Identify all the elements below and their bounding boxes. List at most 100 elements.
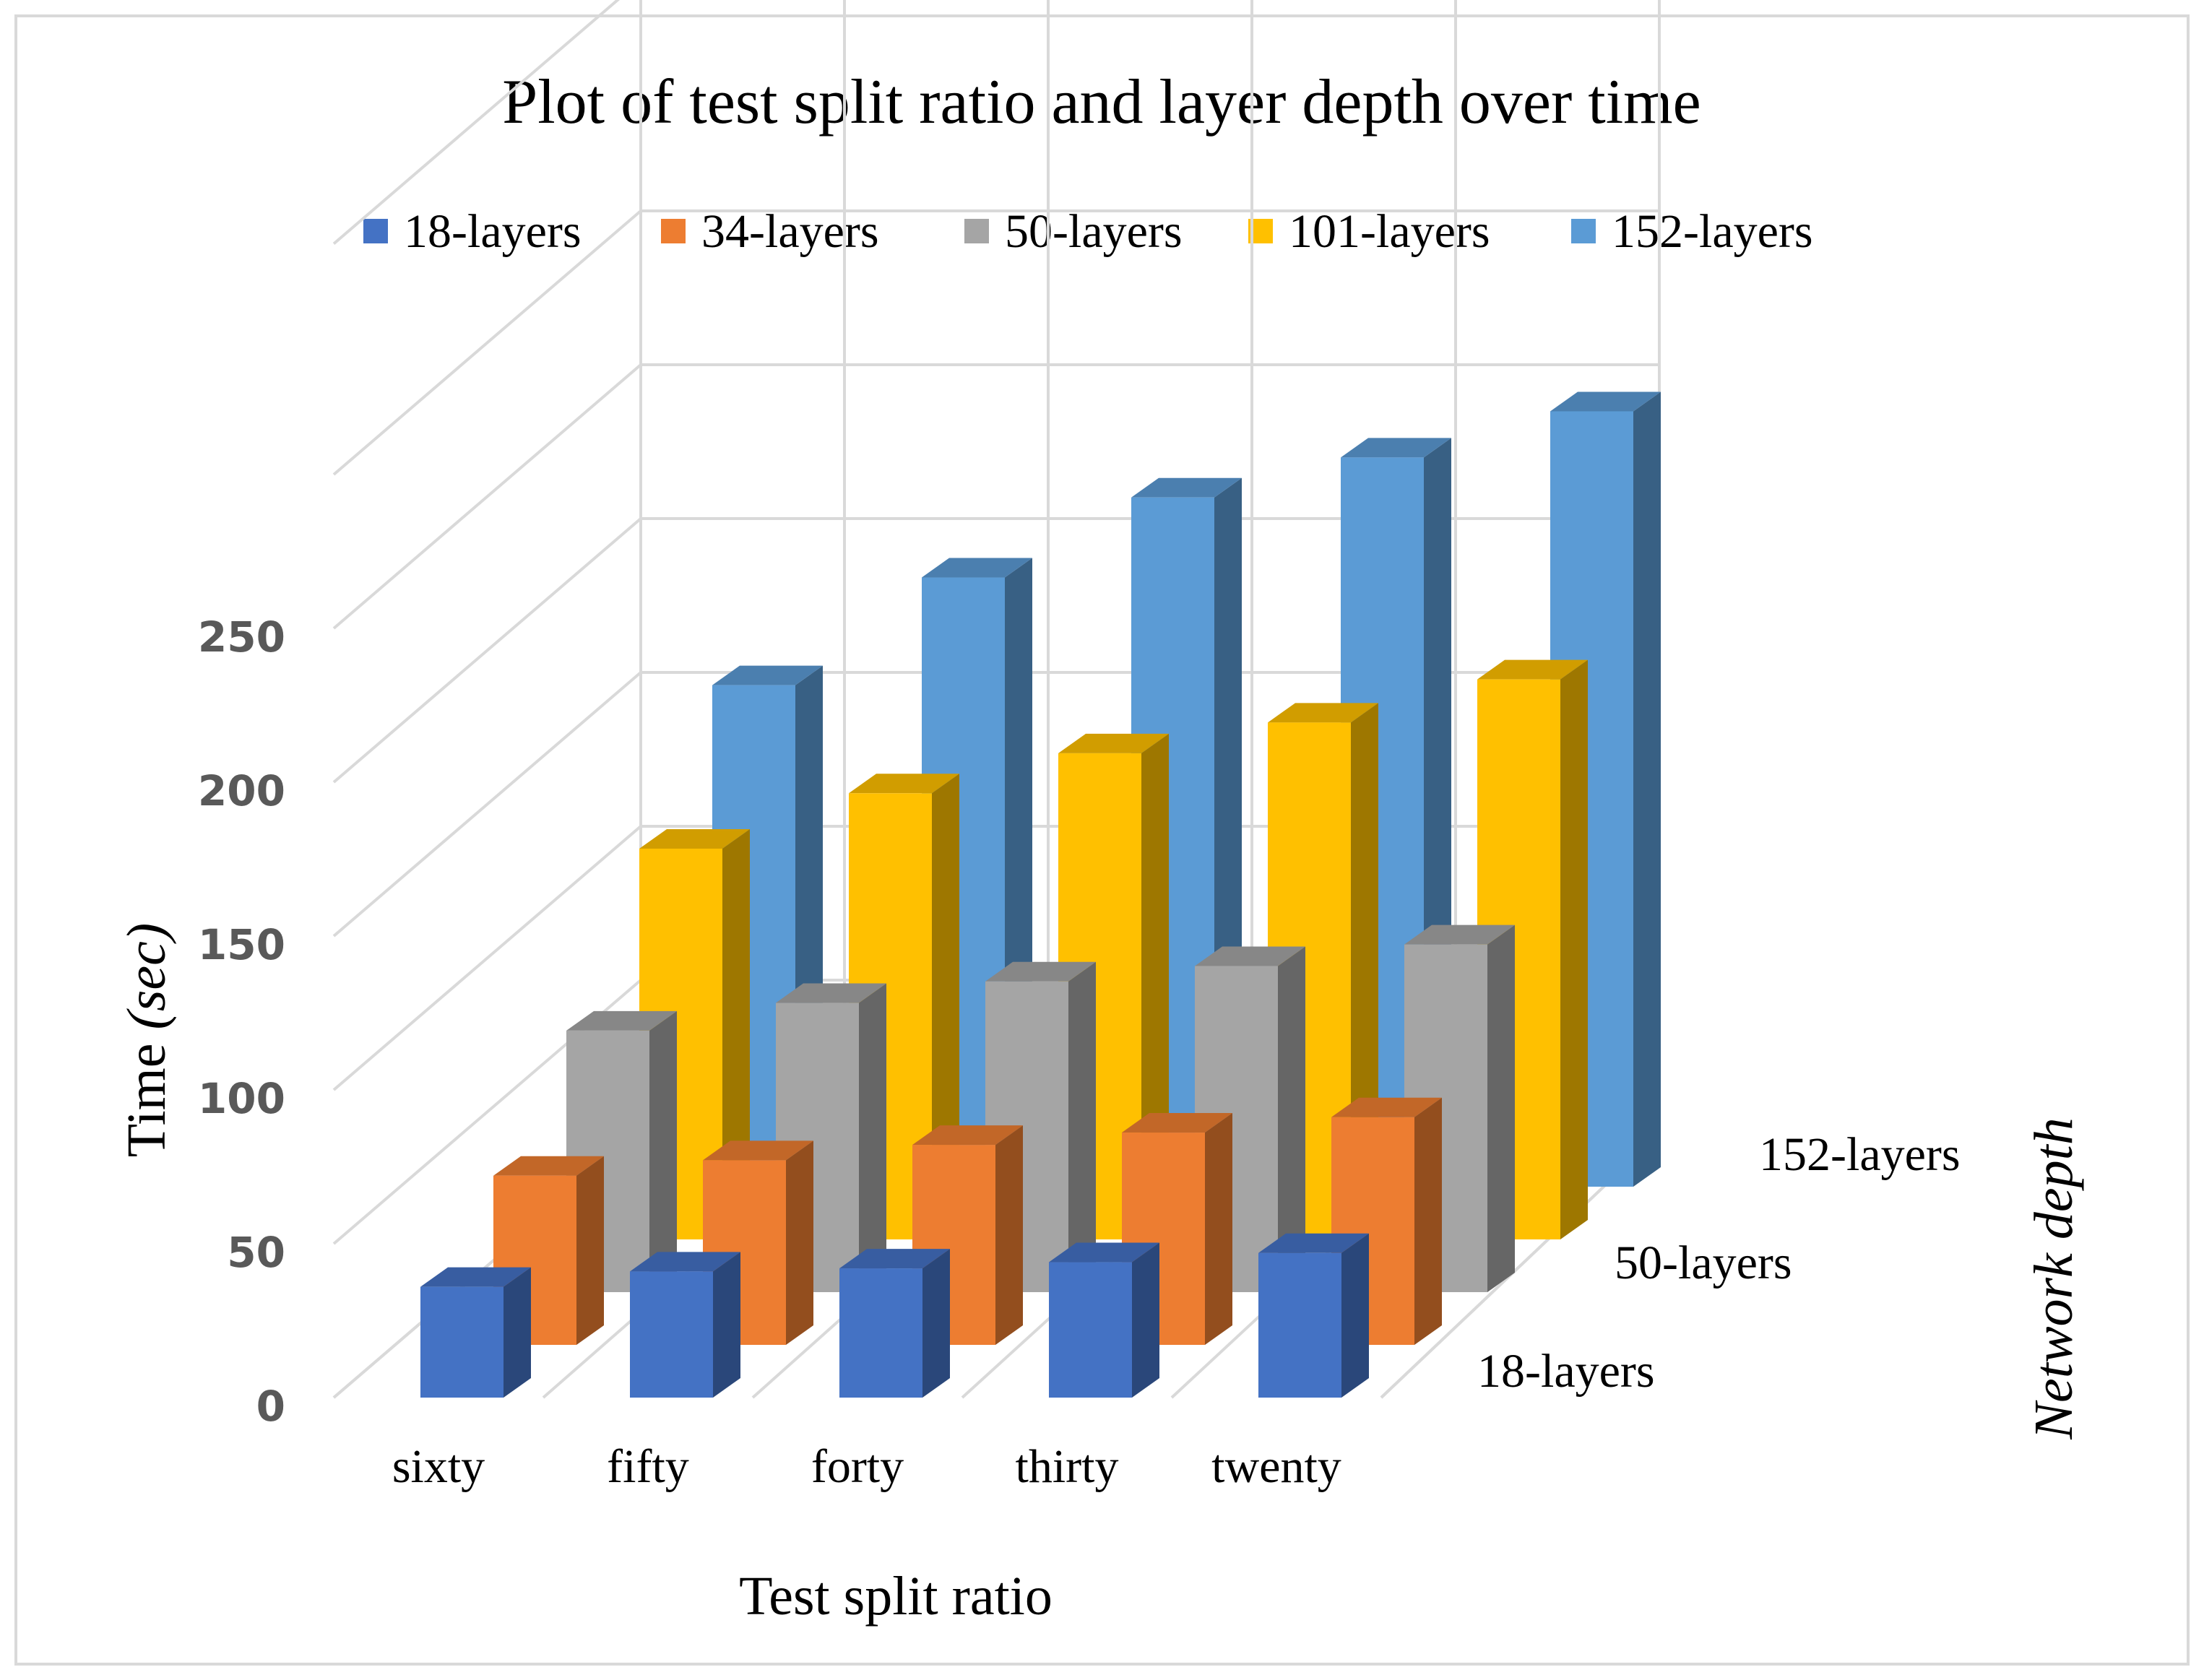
- y-axis-ticks: 0 50 100 150 200 250: [198, 612, 285, 1431]
- legend-item-50-layers: 50-layers: [964, 205, 1183, 258]
- bar-50-layers-twenty: [1404, 925, 1515, 1292]
- bar-top-face: [420, 1267, 531, 1287]
- bar-side-face: [1205, 1113, 1232, 1345]
- bar-side-face: [1132, 1242, 1159, 1398]
- bar-top-face: [703, 1140, 813, 1161]
- gridline-side: [332, 363, 642, 630]
- bar-top-face: [849, 774, 959, 794]
- y-tick-label: 0: [256, 1382, 285, 1431]
- y-axis-title: Time (sec): [116, 923, 177, 1157]
- bar-18-layers-twenty: [1258, 1233, 1369, 1398]
- bar-side-face: [1487, 925, 1515, 1292]
- y-tick-label: 200: [198, 766, 285, 815]
- legend-item-34-layers: 34-layers: [661, 205, 879, 258]
- bar-top-face: [712, 665, 823, 685]
- bar-top-face: [1058, 733, 1169, 753]
- y-axis-title-text: Time: [116, 1029, 177, 1157]
- bar-top-face: [630, 1252, 740, 1272]
- legend-swatch: [1571, 219, 1596, 243]
- legend-swatch: [964, 219, 989, 243]
- bar-side-face: [859, 983, 886, 1292]
- bar-side-face: [786, 1140, 813, 1345]
- bar-front-face: [839, 1268, 922, 1398]
- bar-side-face: [504, 1267, 531, 1398]
- x-axis-title: Test split ratio: [739, 1566, 1053, 1627]
- bar-top-face: [1049, 1242, 1159, 1263]
- bar-top-face: [839, 1249, 950, 1269]
- depth-axis-title: Network depth: [2023, 1117, 2084, 1439]
- bar-side-face: [1560, 659, 1588, 1239]
- bar-top-face: [922, 558, 1032, 578]
- gridline-side: [332, 671, 642, 938]
- bar-top-face: [493, 1156, 604, 1176]
- bar-side-face: [1341, 1233, 1369, 1398]
- series-18-layers: [420, 1233, 1369, 1398]
- bar-top-face: [776, 983, 886, 1003]
- bar-top-face: [1195, 946, 1305, 966]
- legend-label: 101-layers: [1289, 205, 1490, 258]
- legend-label: 152-layers: [1612, 205, 1813, 258]
- bar-front-face: [420, 1286, 504, 1398]
- bar-side-face: [576, 1156, 604, 1345]
- bar-side-face: [722, 828, 750, 1239]
- bar-side-face: [932, 774, 959, 1239]
- y-tick-label: 250: [198, 612, 285, 662]
- bar-top-face: [1122, 1113, 1232, 1133]
- legend-item-152-layers: 152-layers: [1571, 205, 1813, 258]
- bar-top-face: [1258, 1233, 1369, 1253]
- bar-side-face: [1278, 946, 1305, 1292]
- bar-front-face: [630, 1271, 713, 1398]
- bar-34-layers-twenty: [1331, 1097, 1442, 1345]
- legend-swatch: [363, 219, 388, 243]
- bar-top-face: [985, 961, 1096, 982]
- gridline-side: [332, 0, 621, 246]
- x-axis-category-labels: sixty fifty forty thirty twenty: [392, 1440, 1341, 1493]
- bar-top-face: [1341, 438, 1451, 458]
- gridline-side: [332, 209, 642, 476]
- bar-side-face: [1414, 1097, 1442, 1345]
- bar-top-face: [912, 1125, 1023, 1146]
- x-tick-label: fifty: [607, 1440, 689, 1493]
- chart-title: Plot of test split ratio and layer depth…: [502, 67, 1700, 137]
- bar-front-face: [1049, 1262, 1132, 1398]
- gridline-side: [332, 517, 642, 784]
- bar-side-face: [995, 1125, 1023, 1345]
- bar-18-layers-fifty: [630, 1252, 740, 1398]
- legend-item-18-layers: 18-layers: [363, 205, 582, 258]
- bar-18-layers-forty: [839, 1249, 950, 1398]
- depth-axis-labels: 18-layers 50-layers 152-layers: [1477, 1128, 1961, 1398]
- bar-top-face: [1477, 659, 1588, 680]
- bar-top-face: [1550, 391, 1661, 412]
- depth-tick-label: 18-layers: [1477, 1345, 1655, 1398]
- depth-tick-label: 50-layers: [1615, 1237, 1792, 1289]
- legend-label: 18-layers: [404, 205, 582, 258]
- legend-label: 50-layers: [1005, 205, 1183, 258]
- bar-side-face: [1633, 391, 1661, 1187]
- y-axis-title-unit: (sec): [116, 923, 177, 1030]
- x-tick-label: thirty: [1016, 1440, 1119, 1493]
- y-tick-label: 150: [198, 920, 285, 969]
- y-tick-label: 50: [227, 1228, 285, 1277]
- bar-side-face: [713, 1252, 740, 1398]
- bar-side-face: [1141, 733, 1169, 1239]
- bar-top-face: [566, 1010, 677, 1031]
- bar-50-layers-fifty: [776, 983, 886, 1292]
- legend-swatch: [661, 219, 686, 243]
- legend-label: 34-layers: [701, 205, 879, 258]
- bar-top-face: [1268, 703, 1378, 723]
- bars-layer: [420, 391, 1661, 1398]
- y-tick-label: 100: [198, 1074, 285, 1123]
- x-tick-label: sixty: [392, 1440, 485, 1493]
- bar-top-face: [1131, 477, 1242, 498]
- bar-top-face: [1404, 925, 1515, 945]
- x-tick-label: twenty: [1211, 1440, 1341, 1493]
- x-tick-label: forty: [811, 1440, 904, 1493]
- bar-18-layers-sixty: [420, 1267, 531, 1398]
- bar-front-face: [1258, 1252, 1341, 1398]
- depth-tick-label: 152-layers: [1759, 1128, 1961, 1181]
- bar-side-face: [1068, 961, 1096, 1292]
- bar-18-layers-thirty: [1049, 1242, 1159, 1398]
- bar-side-face: [922, 1249, 950, 1398]
- bar-top-face: [1331, 1097, 1442, 1117]
